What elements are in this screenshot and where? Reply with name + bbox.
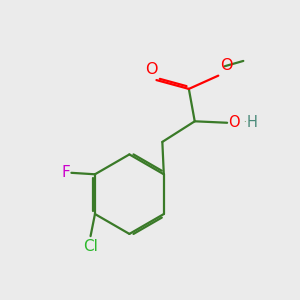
Text: H: H (246, 115, 257, 130)
Text: O: O (145, 61, 158, 76)
Text: Cl: Cl (83, 239, 98, 254)
Text: F: F (61, 165, 70, 180)
Text: O: O (229, 115, 240, 130)
Text: O: O (220, 58, 232, 73)
Text: ·: · (243, 118, 246, 127)
